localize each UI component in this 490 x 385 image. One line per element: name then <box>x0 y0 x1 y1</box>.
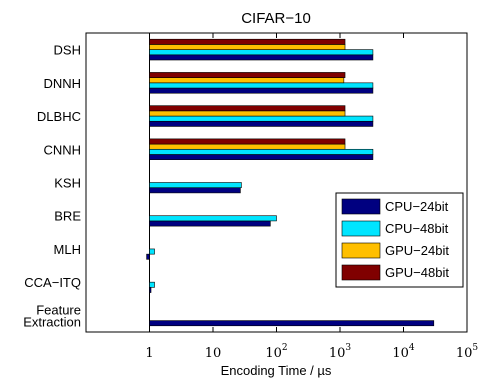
bar <box>149 220 271 227</box>
bar <box>149 44 346 50</box>
bar <box>149 154 374 160</box>
x-tick-label: 1 <box>145 346 153 361</box>
legend-swatch <box>341 264 381 281</box>
x-axis-label: Encoding Time / µs <box>221 363 332 378</box>
bar <box>149 320 435 327</box>
bar <box>149 138 346 145</box>
bar <box>149 105 346 112</box>
legend: CPU−24bit CPU−48bit GPU−24bit GPU−48bit <box>335 192 464 288</box>
legend-swatch <box>341 198 381 215</box>
x-tick-label: 102 <box>265 343 287 361</box>
legend-swatch <box>341 242 381 259</box>
bar <box>149 115 374 122</box>
legend-label: CPU−48bit <box>385 221 449 236</box>
bar <box>149 182 242 188</box>
category-label: MLH <box>54 242 81 257</box>
category-label: DNNH <box>43 76 81 91</box>
category-label: CNNH <box>43 142 81 157</box>
bar <box>149 187 241 194</box>
bar <box>149 87 374 94</box>
bar <box>149 143 346 150</box>
category-label: BRE <box>54 209 81 224</box>
bar <box>149 215 277 222</box>
x-tick-label: 103 <box>329 343 352 361</box>
x-tick-label: 105 <box>456 343 479 361</box>
chart-title: CIFAR−10 <box>241 10 311 27</box>
bar <box>149 120 374 127</box>
bar <box>149 49 374 56</box>
bar <box>149 54 374 61</box>
legend-label: GPU−24bit <box>385 243 449 258</box>
bar <box>149 72 346 78</box>
category-label: KSH <box>54 176 81 191</box>
category-label: CCA−ITQ <box>24 275 81 290</box>
x-tick-label: 10 <box>205 346 222 361</box>
category-label: Extraction <box>23 314 81 329</box>
legend-label: CPU−24bit <box>385 199 449 214</box>
bar <box>149 287 152 293</box>
x-tick-label: 104 <box>392 343 415 361</box>
bar <box>149 148 374 155</box>
bar <box>149 281 155 288</box>
bar <box>149 110 346 117</box>
bar <box>146 253 150 260</box>
bar <box>149 77 345 84</box>
legend-swatch <box>341 220 381 237</box>
legend-label: GPU−48bit <box>385 265 449 280</box>
category-label: DLBHC <box>37 109 81 124</box>
bar <box>149 38 346 45</box>
category-label: Feature <box>36 302 81 317</box>
bar <box>149 248 155 255</box>
category-label: DSH <box>54 43 81 58</box>
bar <box>149 82 374 89</box>
plot-area: DSH DNNH DLBHC CNNH KSH BRE MLH CCA−ITQ FeatureE… <box>23 32 479 361</box>
